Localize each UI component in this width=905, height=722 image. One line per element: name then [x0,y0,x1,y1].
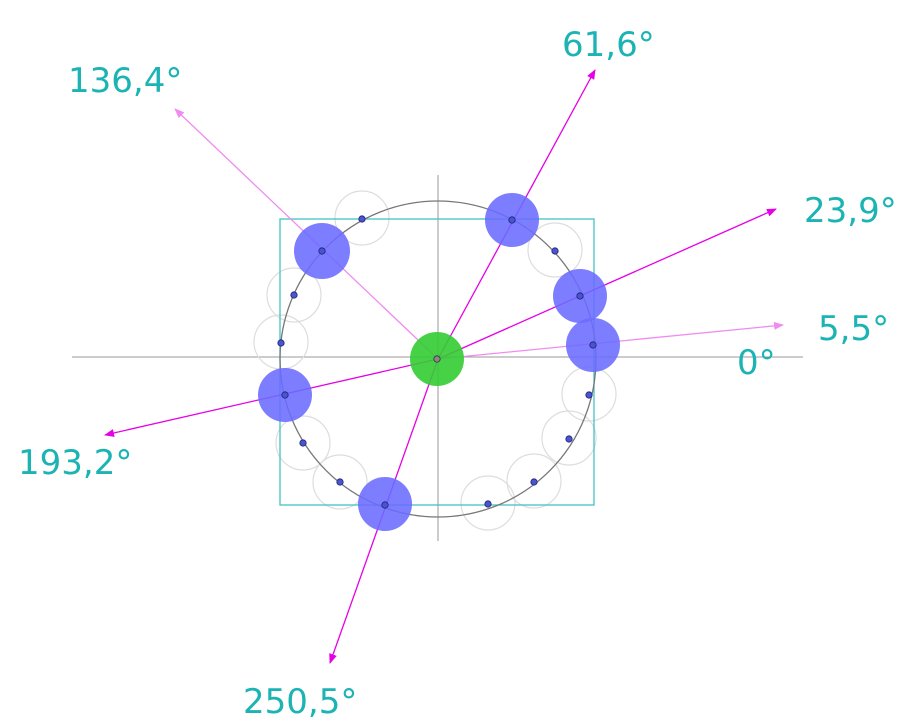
label-250-5: 250,5° [243,682,357,722]
label-5-5: 5,5° [818,309,889,349]
label-0: 0° [737,343,776,383]
label-23-9: 23,9° [804,191,897,231]
label-61-6: 61,6° [562,25,655,65]
ghost-discs [253,190,617,531]
label-136-4: 136,4° [68,61,182,101]
ray-23-9 [437,208,777,360]
circle-points [277,215,597,509]
label-193-2: 193,2° [18,443,132,483]
center-point [433,355,441,363]
